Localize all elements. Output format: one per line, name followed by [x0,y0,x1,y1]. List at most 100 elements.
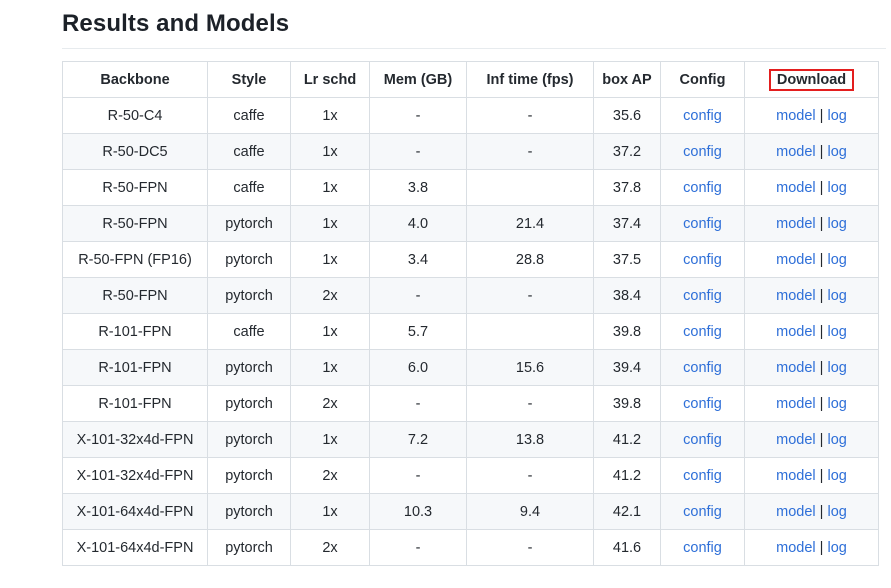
config-link[interactable]: config [683,179,722,196]
table-row: R-50-C4 caffe 1x - -35.6 config model | log [62,97,879,134]
column-header-inf_time_fps: Inf time (fps) [466,61,594,98]
log-link[interactable]: log [827,323,847,340]
cell-backbone: R-101-FPN [62,385,208,422]
model-link[interactable]: model [776,395,816,412]
cell-backbone: R-101-FPN [62,313,208,350]
cell-box-ap: 35.6 [593,97,661,134]
log-link[interactable]: log [827,143,847,160]
log-link[interactable]: log [827,251,847,268]
model-link[interactable]: model [776,503,816,520]
cell-inf-time-fps: - [466,97,594,134]
cell-config: config [660,133,745,170]
cell-download: model | log [744,277,879,314]
config-link[interactable]: config [683,539,722,556]
log-link[interactable]: log [827,467,847,484]
cell-lr-schd: 1x [290,241,370,278]
config-link[interactable]: config [683,287,722,304]
link-separator: | [815,215,828,232]
cell-box-ap: 38.4 [593,277,661,314]
cell-box-ap: 37.4 [593,205,661,242]
column-header-label: Config [679,71,726,88]
config-link[interactable]: config [683,431,722,448]
config-link[interactable]: config [683,215,722,232]
column-header-download: Download [744,61,879,98]
log-link[interactable]: log [827,287,847,304]
model-link[interactable]: model [776,107,816,124]
cell-config: config [660,385,745,422]
cell-inf-time-fps: - [466,457,594,494]
table-row: R-101-FPN caffe 1x 5.7 39.8 config model | log [62,313,879,350]
cell-mem-gb: 4.0 [369,205,467,242]
model-link[interactable]: model [776,323,816,340]
table-row: X-101-32x4d-FPN pytorch 2x - -41.2 config mode… [62,457,879,494]
cell-style: caffe [207,97,291,134]
table-row: R-50-FPN (FP16) pytorch 1x 3.4 28.8 37.5 confi… [62,241,879,278]
cell-config: config [660,97,745,134]
model-link[interactable]: model [776,431,816,448]
cell-style: pytorch [207,277,291,314]
cell-config: config [660,349,745,386]
cell-lr-schd: 1x [290,313,370,350]
cell-box-ap: 37.2 [593,133,661,170]
cell-lr-schd: 2x [290,529,370,566]
table-row: X-101-64x4d-FPN pytorch 2x - -41.6 config mode… [62,529,879,566]
log-link[interactable]: log [827,539,847,556]
column-header-label: Backbone [100,71,170,88]
column-header-label: Lr schd [303,71,357,88]
config-link[interactable]: config [683,467,722,484]
config-link[interactable]: config [683,503,722,520]
log-link[interactable]: log [827,107,847,124]
download-header-highlighted: Download [768,68,855,91]
cell-style: pytorch [207,349,291,386]
config-link[interactable]: config [683,143,722,160]
model-link[interactable]: model [776,179,816,196]
cell-box-ap: 42.1 [593,493,661,530]
cell-lr-schd: 1x [290,133,370,170]
log-link[interactable]: log [827,431,847,448]
cell-config: config [660,169,745,206]
cell-inf-time-fps: - [466,277,594,314]
link-separator: | [815,467,828,484]
content-container: Results and Models Backbone Style Lr schd M… [62,8,886,566]
cell-backbone: R-50-C4 [62,97,208,134]
cell-style: pytorch [207,385,291,422]
cell-mem-gb: 6.0 [369,349,467,386]
log-link[interactable]: log [827,179,847,196]
cell-style: pytorch [207,457,291,494]
cell-backbone: R-101-FPN [62,349,208,386]
log-link[interactable]: log [827,395,847,412]
cell-lr-schd: 1x [290,205,370,242]
cell-config: config [660,421,745,458]
table-row: R-50-DC5 caffe 1x - -37.2 config model | log [62,133,879,170]
link-separator: | [815,107,828,124]
model-link[interactable]: model [776,467,816,484]
model-link[interactable]: model [776,143,816,160]
config-link[interactable]: config [683,395,722,412]
model-link[interactable]: model [776,215,816,232]
model-link[interactable]: model [776,287,816,304]
cell-config: config [660,277,745,314]
model-link[interactable]: model [776,251,816,268]
cell-style: caffe [207,169,291,206]
table-header-row: Backbone Style Lr schd Mem (GB) Inf time (fp… [62,61,879,98]
cell-backbone: R-50-FPN [62,277,208,314]
log-link[interactable]: log [827,503,847,520]
cell-lr-schd: 2x [290,277,370,314]
cell-download: model | log [744,241,879,278]
cell-mem-gb: 10.3 [369,493,467,530]
config-link[interactable]: config [683,251,722,268]
model-link[interactable]: model [776,359,816,376]
model-link[interactable]: model [776,539,816,556]
cell-style: pytorch [207,529,291,566]
table-header: Backbone Style Lr schd Mem (GB) Inf time (fp… [62,61,879,98]
log-link[interactable]: log [827,215,847,232]
config-link[interactable]: config [683,323,722,340]
config-link[interactable]: config [683,359,722,376]
cell-config: config [660,493,745,530]
cell-inf-time-fps: - [466,529,594,566]
results-table: Backbone Style Lr schd Mem (GB) Inf time (fp… [62,61,879,566]
cell-inf-time-fps [466,313,594,350]
log-link[interactable]: log [827,359,847,376]
config-link[interactable]: config [683,107,722,124]
